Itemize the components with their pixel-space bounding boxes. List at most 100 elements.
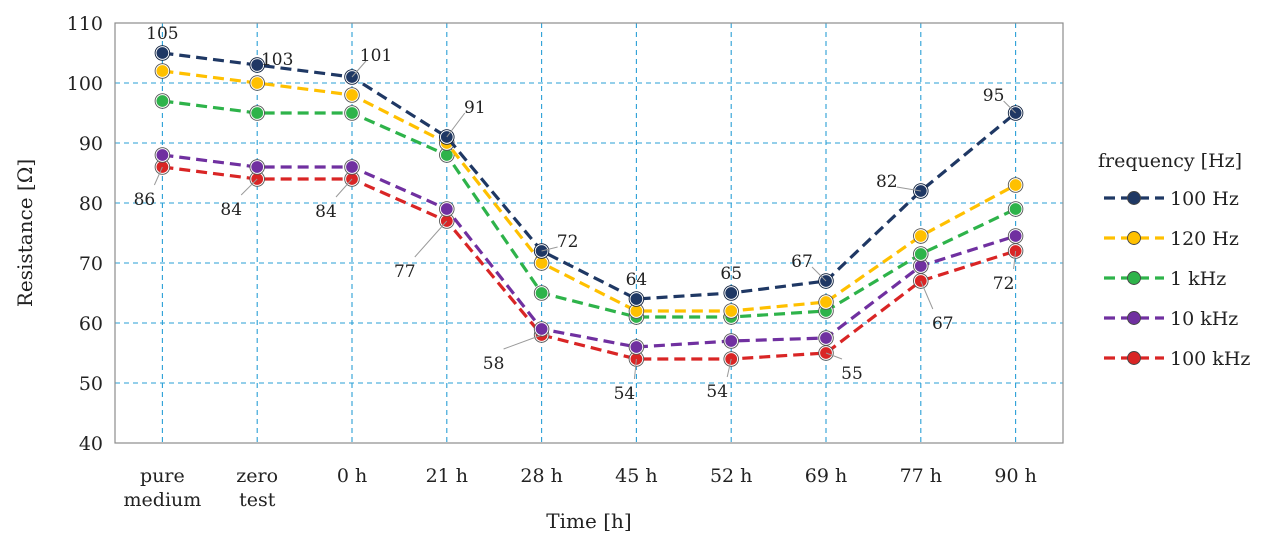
data-point — [155, 93, 170, 109]
y-tick-label: 90 — [79, 133, 103, 155]
leader-line — [1003, 100, 1016, 114]
series-group — [154, 45, 1024, 367]
data-point-ring — [249, 75, 265, 91]
data-point — [913, 228, 928, 244]
data-point — [724, 285, 739, 301]
data-point — [913, 246, 928, 262]
leader-line — [351, 60, 367, 78]
data-point-ring — [913, 246, 929, 262]
y-tick-label: 80 — [79, 193, 103, 215]
data-point-ring — [154, 147, 171, 163]
data-point — [155, 45, 170, 61]
data-point — [1008, 201, 1023, 217]
data-point-ring — [154, 45, 171, 61]
data-point-ring — [533, 321, 550, 337]
y-tick-label: 100 — [67, 73, 103, 95]
data-point — [1008, 228, 1023, 244]
leader-line — [1013, 250, 1017, 270]
data-label: 101 — [360, 46, 392, 66]
data-point-ring — [1007, 177, 1024, 193]
data-point — [155, 63, 170, 79]
x-tick-label: 90 h — [994, 465, 1036, 487]
data-label: 84 — [220, 200, 242, 220]
legend-item-1-khz: 1 kHz — [1104, 268, 1226, 290]
data-point-ring — [344, 159, 360, 175]
series-120-hz — [154, 63, 1024, 319]
legend-item-120-hz: 120 Hz — [1104, 228, 1239, 250]
series-line — [162, 153, 1017, 349]
legend-label: 100 kHz — [1170, 348, 1250, 370]
data-point — [534, 285, 549, 301]
legend-label: 10 kHz — [1170, 308, 1238, 330]
data-label: 105 — [146, 24, 178, 44]
data-point-ring — [1007, 201, 1024, 217]
legend-swatch-marker — [1127, 191, 1141, 205]
data-point-ring — [628, 291, 645, 307]
y-tick-label: 70 — [79, 253, 103, 275]
series-line — [162, 69, 1017, 313]
leader-line — [920, 280, 934, 310]
data-point-ring — [344, 105, 360, 121]
data-point-ring — [344, 69, 360, 85]
leader-line — [633, 358, 637, 380]
leader-line — [414, 220, 448, 258]
data-point-ring — [723, 285, 739, 301]
data-point-ring — [154, 63, 171, 79]
data-point-ring — [723, 333, 739, 349]
legend-title: frequency [Hz] — [1098, 150, 1242, 172]
data-label: 82 — [876, 172, 898, 192]
x-tick-label: 28 h — [520, 465, 562, 487]
legend-item-100-hz: 100 Hz — [1104, 188, 1239, 210]
data-point-ring — [818, 273, 834, 289]
leader-line — [726, 358, 732, 378]
data-label: 65 — [720, 264, 742, 284]
data-point-ring — [913, 183, 929, 199]
data-point-ring — [818, 294, 834, 310]
x-tick-label: pure medium — [124, 465, 202, 511]
legend-swatch-marker — [1127, 311, 1141, 325]
leader-line — [541, 246, 558, 252]
data-point-ring — [913, 228, 929, 244]
data-point-ring — [1007, 105, 1024, 121]
legend-item-10-khz: 10 kHz — [1104, 308, 1238, 330]
data-point — [344, 87, 360, 103]
data-point-ring — [628, 339, 645, 355]
leader-line — [896, 186, 921, 192]
data-point — [250, 159, 265, 175]
series-line — [162, 165, 1017, 361]
series-line — [162, 51, 1017, 301]
data-point-ring — [723, 351, 739, 367]
y-tick-label: 60 — [79, 313, 103, 335]
leader-line — [446, 112, 466, 138]
y-tick-label: 110 — [67, 13, 103, 35]
series-line — [162, 99, 1017, 319]
leader-line — [240, 178, 258, 196]
data-point — [724, 303, 739, 319]
data-point — [1008, 177, 1023, 193]
x-tick-label: 52 h — [710, 465, 752, 487]
data-point-ring — [249, 159, 265, 175]
data-point — [818, 294, 834, 310]
data-label: 67 — [791, 252, 813, 272]
data-label: 64 — [626, 270, 648, 290]
legend-swatch-marker — [1127, 271, 1141, 285]
data-point-ring — [533, 285, 550, 301]
x-tick-label: zero test — [236, 465, 278, 511]
y-axis-title: Resistance [Ω] — [13, 159, 37, 307]
data-point-ring — [249, 105, 265, 121]
data-point — [818, 330, 834, 346]
data-label: 58 — [483, 354, 505, 374]
data-point-ring — [723, 303, 739, 319]
data-point-ring — [818, 330, 834, 346]
data-point — [250, 105, 265, 121]
data-label: 55 — [841, 364, 863, 384]
legend-label: 1 kHz — [1170, 268, 1226, 290]
plot-frame — [114, 22, 1064, 444]
leader-line — [825, 352, 843, 360]
y-axis: 40 50 60 70 80 90 100 110 — [67, 13, 103, 455]
leader-line — [335, 178, 353, 198]
leader-line — [503, 334, 542, 350]
leader-line — [811, 266, 827, 282]
